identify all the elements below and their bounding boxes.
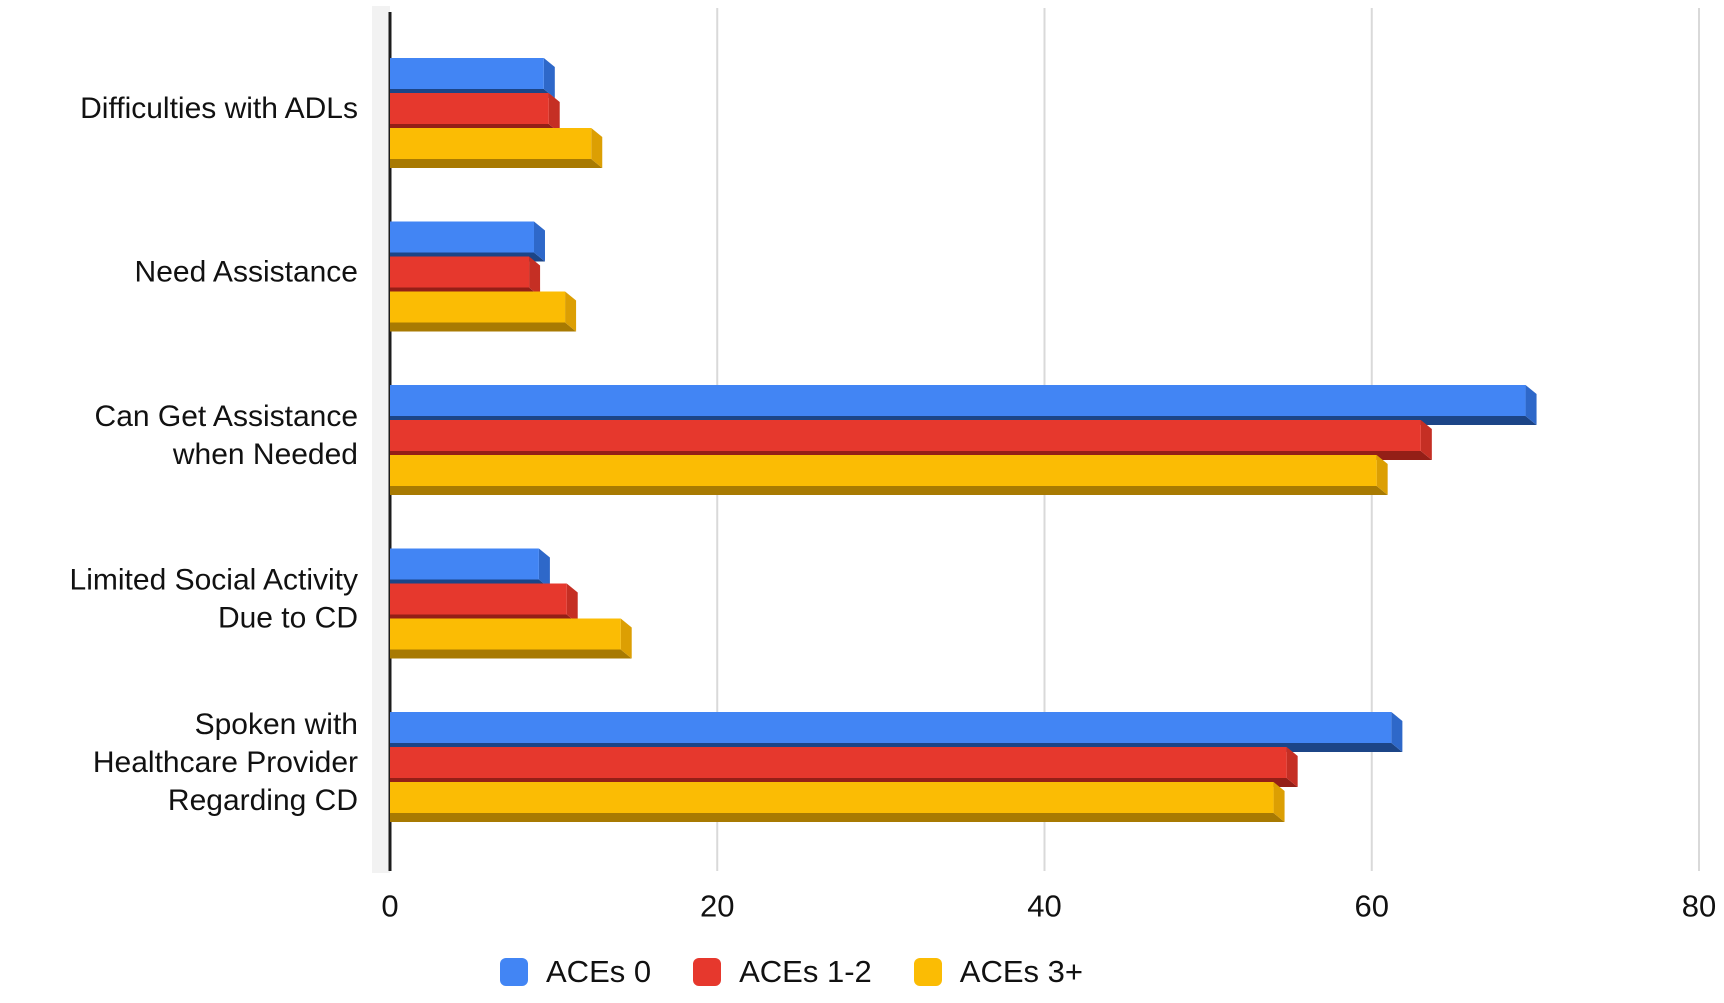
bar-bottom-face bbox=[390, 649, 632, 659]
bar-series1-cat3 bbox=[390, 583, 578, 624]
bar-end-face bbox=[529, 256, 541, 297]
bar-end-face bbox=[566, 583, 578, 624]
bar-front-face bbox=[390, 58, 544, 89]
bar-series0-cat0 bbox=[390, 58, 555, 98]
category-label: Limited Social Activity bbox=[70, 564, 358, 597]
chart-legend: ACEs 0 ACEs 1-2 ACEs 3+ bbox=[500, 956, 1083, 987]
bar-end-face bbox=[591, 128, 603, 168]
bar-end-face bbox=[1273, 782, 1285, 822]
bar-series0-cat2 bbox=[390, 385, 1537, 425]
category-label: Can Get Assistance bbox=[95, 400, 358, 433]
bar-front-face bbox=[390, 291, 566, 323]
category-label: Due to CD bbox=[218, 602, 358, 635]
bar-front-face bbox=[390, 583, 567, 615]
x-tick-label-20: 20 bbox=[700, 889, 734, 924]
category-label: when Needed bbox=[172, 438, 358, 471]
x-tick-label-40: 40 bbox=[1027, 889, 1061, 924]
category-label: Need Assistance bbox=[135, 256, 358, 289]
bar-front-face bbox=[390, 548, 539, 580]
bar-end-face bbox=[1286, 747, 1298, 787]
bar-end-face bbox=[565, 291, 577, 332]
x-tick-label-80: 80 bbox=[1682, 889, 1716, 924]
bar-front-face bbox=[390, 455, 1377, 486]
legend-item-0: ACEs 0 bbox=[500, 956, 651, 987]
bar-series2-cat1 bbox=[390, 291, 577, 332]
bar-end-face bbox=[548, 93, 560, 133]
bar-front-face bbox=[390, 385, 1526, 416]
bar-front-face bbox=[390, 712, 1392, 743]
bar-series2-cat0 bbox=[390, 128, 603, 168]
bar-end-face bbox=[1420, 420, 1432, 460]
legend-swatch-icon bbox=[913, 957, 942, 986]
bar-bottom-face bbox=[390, 159, 603, 168]
bar-front-face bbox=[390, 256, 530, 288]
category-label: Healthcare Provider bbox=[93, 746, 358, 779]
legend-label: ACEs 1-2 bbox=[739, 954, 872, 989]
bar-series1-cat1 bbox=[390, 256, 541, 297]
bar-front-face bbox=[390, 747, 1287, 778]
bar-end-face bbox=[1376, 455, 1388, 495]
legend-label: ACEs 3+ bbox=[959, 954, 1083, 989]
bar-end-face bbox=[1391, 712, 1403, 752]
bar-end-face bbox=[533, 221, 545, 262]
bar-end-face bbox=[543, 58, 555, 98]
bar-series0-cat4 bbox=[390, 712, 1403, 752]
bar-series1-cat2 bbox=[390, 420, 1432, 460]
chart-wall bbox=[372, 6, 390, 873]
bar-series1-cat4 bbox=[390, 747, 1298, 787]
bar-series0-cat1 bbox=[390, 221, 545, 262]
bar-end-face bbox=[538, 548, 550, 589]
bar-front-face bbox=[390, 420, 1421, 451]
legend-item-2: ACEs 3+ bbox=[913, 954, 1083, 989]
category-label: Regarding CD bbox=[168, 784, 358, 817]
legend-label: ACEs 0 bbox=[546, 954, 652, 989]
bar-series0-cat3 bbox=[390, 548, 550, 589]
legend-swatch-icon bbox=[500, 957, 528, 986]
bar-front-face bbox=[390, 782, 1274, 813]
bar-series1-cat0 bbox=[390, 93, 560, 133]
bar-series2-cat4 bbox=[390, 782, 1285, 822]
bar-front-face bbox=[390, 93, 549, 124]
bar-bottom-face bbox=[390, 486, 1388, 495]
bar-front-face bbox=[390, 128, 592, 159]
bar-end-face bbox=[1525, 385, 1537, 425]
category-label: Spoken with bbox=[195, 708, 358, 741]
bar-series2-cat3 bbox=[390, 618, 632, 659]
bar-series2-cat2 bbox=[390, 455, 1388, 495]
x-tick-label-60: 60 bbox=[1355, 889, 1389, 924]
legend-swatch-icon bbox=[693, 957, 722, 986]
bar-bottom-face bbox=[390, 322, 577, 332]
x-tick-label-0: 0 bbox=[381, 889, 398, 924]
bar-front-face bbox=[390, 618, 621, 650]
category-label: Difficulties with ADLs bbox=[80, 92, 358, 125]
bar-front-face bbox=[390, 221, 534, 253]
legend-item-1: ACEs 1-2 bbox=[693, 956, 872, 987]
bar-bottom-face bbox=[390, 813, 1285, 822]
bar-end-face bbox=[620, 618, 632, 659]
